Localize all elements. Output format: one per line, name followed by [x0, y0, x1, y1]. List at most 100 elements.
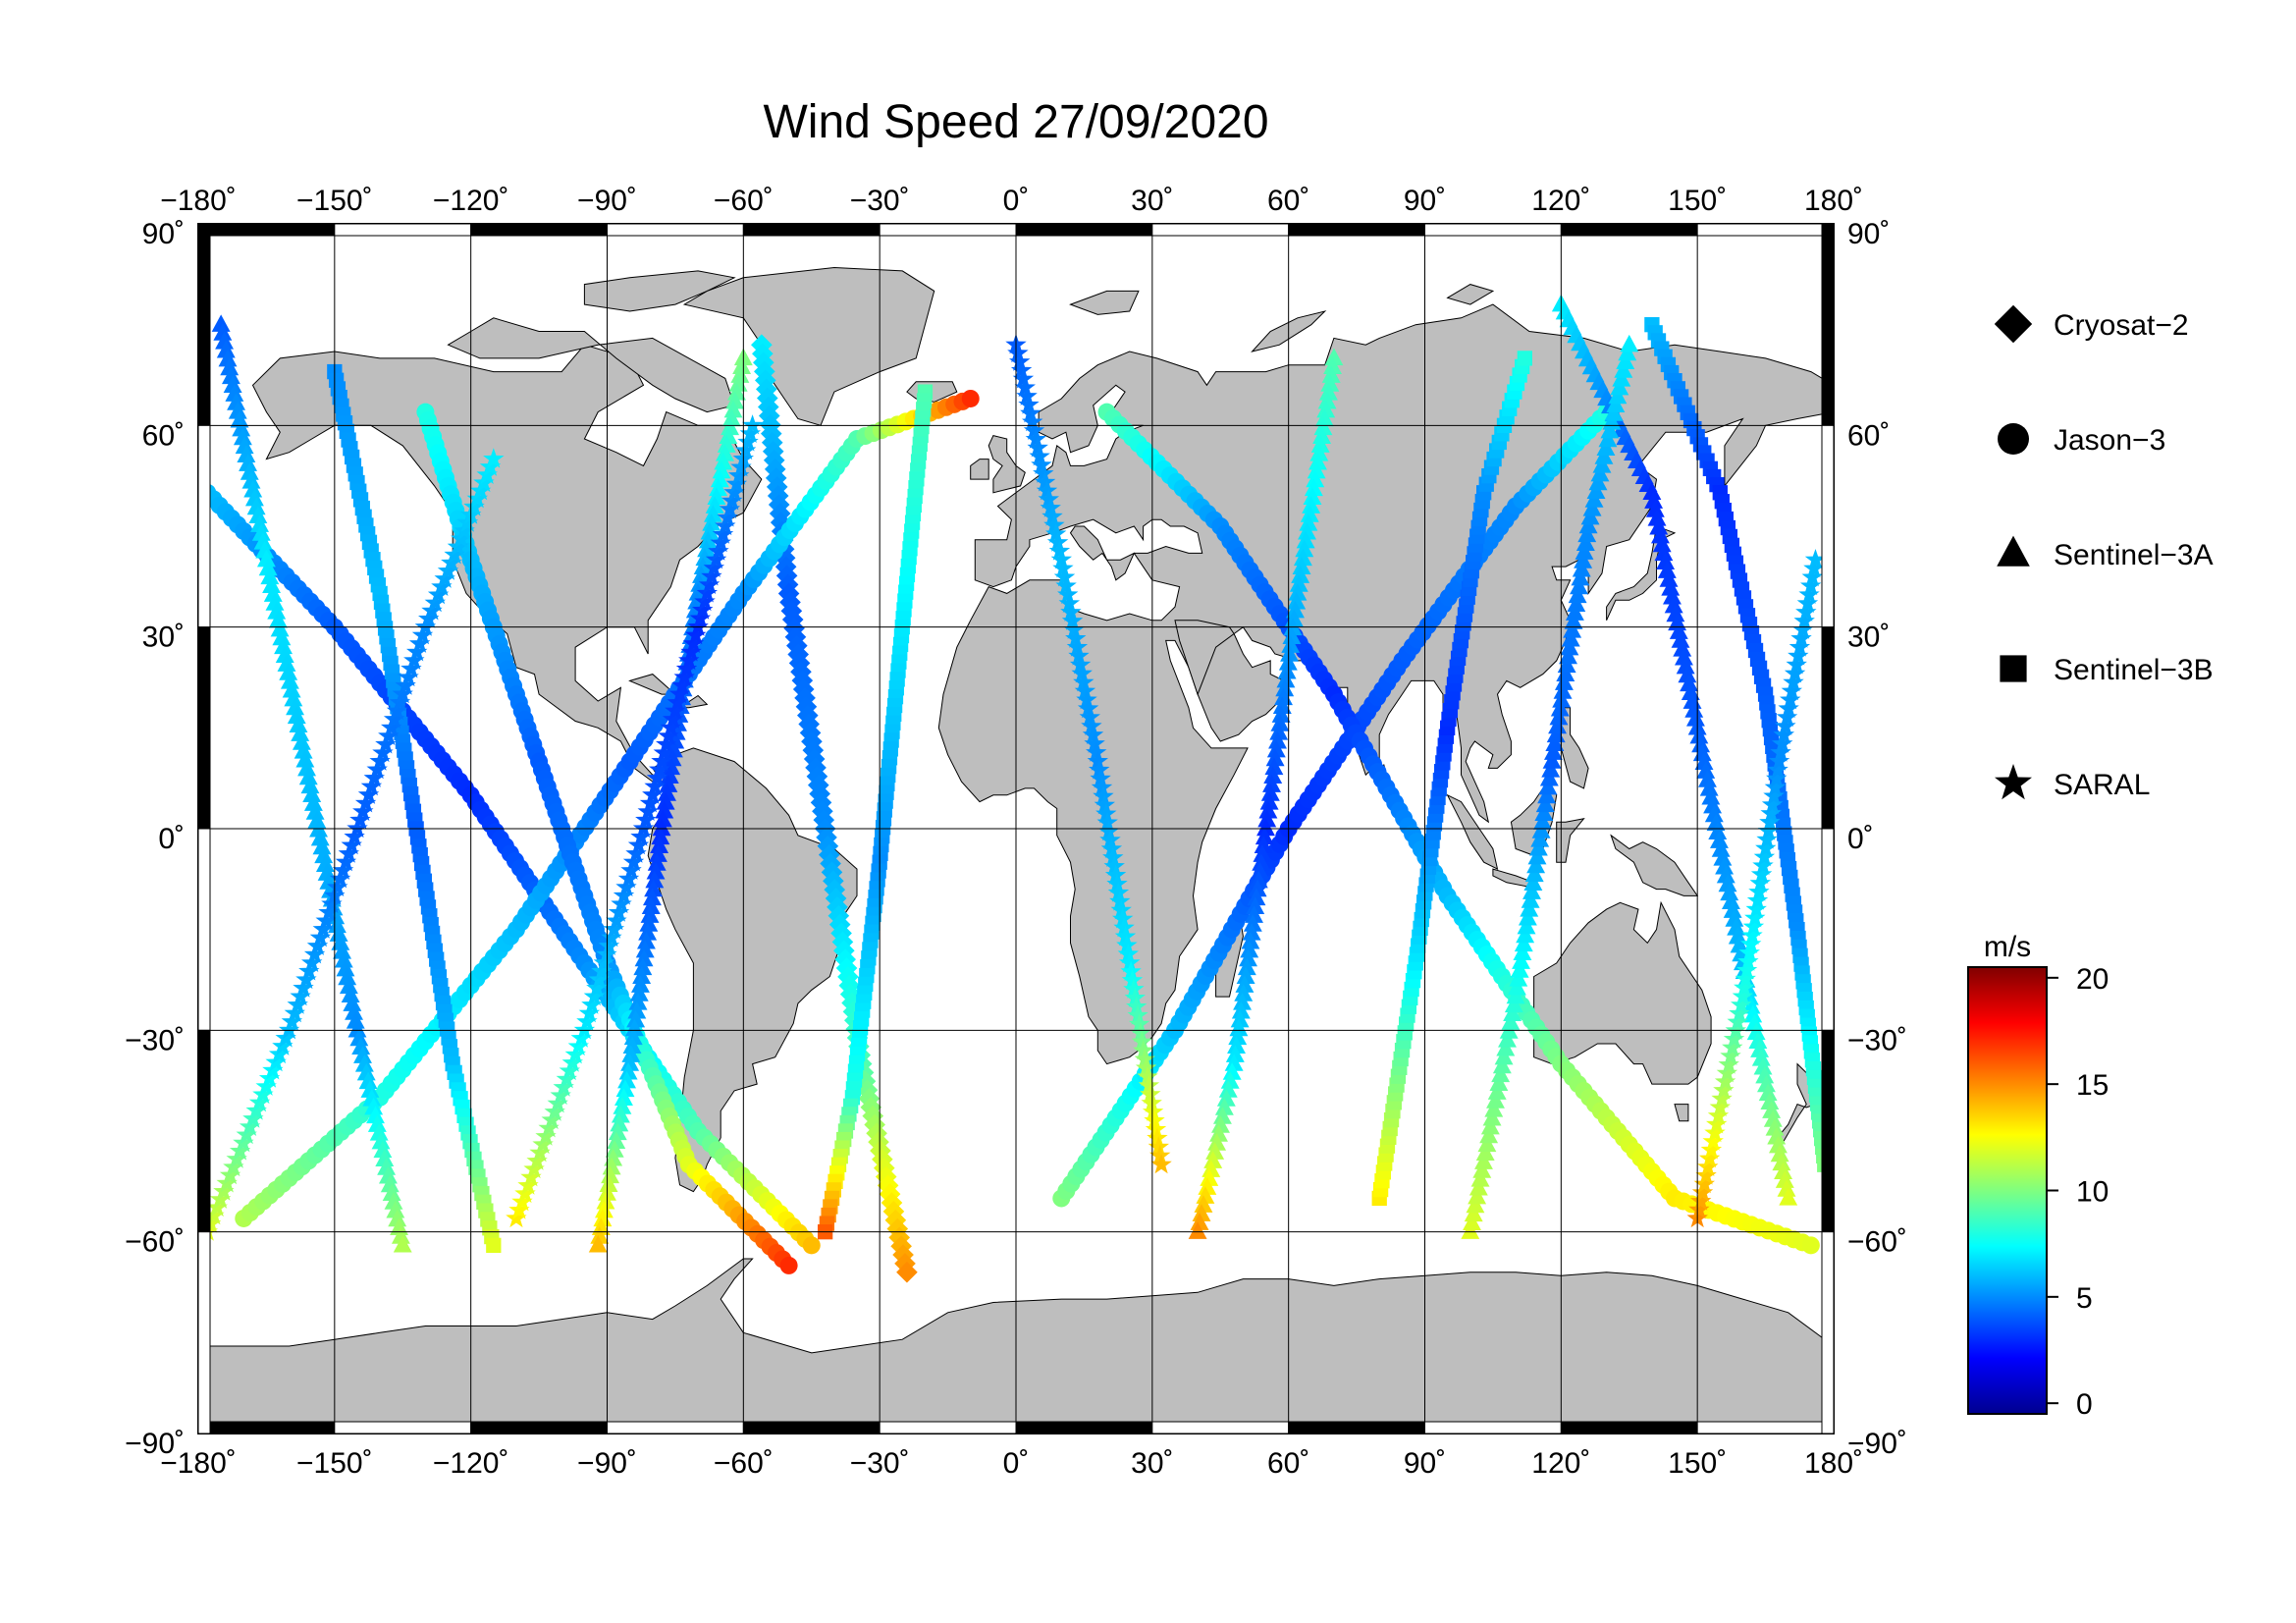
track-point: [1752, 854, 1774, 876]
lon-tick-label-bottom: 180˚: [1804, 1447, 1863, 1480]
track-point: [632, 817, 655, 839]
track-point: [1209, 1124, 1228, 1142]
colorbar-tick-label: 0: [2076, 1388, 2093, 1421]
track-point: [709, 478, 728, 497]
track-point: [227, 393, 246, 410]
track-point: [408, 632, 431, 653]
track-point: [1760, 802, 1782, 823]
frame-bar-left: [197, 828, 211, 1031]
track-point: [1254, 836, 1273, 853]
track-point: [1518, 907, 1537, 926]
track-point: [403, 649, 425, 670]
track-point: [223, 1156, 244, 1177]
track-point: [1474, 1152, 1493, 1169]
track-point: [383, 708, 405, 729]
track-point: [1706, 1113, 1728, 1134]
track-point: [1082, 724, 1104, 744]
track-point: [1304, 478, 1323, 497]
track-point: [610, 1113, 629, 1132]
track-point: [312, 918, 334, 939]
track-point: [1779, 1188, 1798, 1206]
lat-tick-label-right: 90˚: [1847, 218, 1890, 250]
track-point: [1489, 1073, 1509, 1092]
track-point: [1496, 1038, 1516, 1056]
track-point: [356, 1062, 376, 1081]
track-point: [658, 784, 676, 801]
track-point: [1533, 812, 1552, 830]
track-point: [1272, 696, 1292, 714]
track-point: [281, 1010, 303, 1031]
track-point: [523, 1158, 545, 1179]
track-point: [483, 448, 505, 468]
track-point: [1234, 984, 1254, 1001]
track-point: [1240, 940, 1259, 958]
track-point: [1735, 959, 1758, 980]
track-point: [1554, 673, 1574, 690]
track-point: [1778, 697, 1799, 719]
track-point: [1780, 688, 1801, 710]
track-point: [1656, 552, 1676, 569]
track-point: [1314, 408, 1334, 427]
track-point: [627, 834, 650, 855]
track-point: [725, 473, 748, 494]
track-point: [388, 1209, 407, 1227]
track-point: [1009, 351, 1031, 371]
track-point: [1775, 1170, 1794, 1188]
track-point: [737, 431, 759, 452]
track-point: [598, 935, 620, 955]
track-point: [284, 1002, 305, 1023]
track-point: [649, 758, 670, 780]
track-point: [1772, 732, 1793, 753]
frame-bar-bottom: [334, 1421, 472, 1434]
track-point: [1058, 592, 1080, 613]
track-point: [286, 697, 305, 716]
track-point: [1292, 557, 1311, 575]
track-point: [689, 607, 712, 628]
track-point: [1038, 488, 1059, 509]
track-point: [1484, 1100, 1504, 1117]
track-point: [1295, 539, 1314, 558]
track-point: [1074, 679, 1096, 701]
track-point: [1033, 462, 1054, 483]
track-point: [240, 462, 259, 480]
track-point: [1753, 845, 1776, 867]
track-point: [229, 1140, 251, 1161]
legend-label: SARAL: [2054, 769, 2150, 801]
track-point: [1236, 966, 1255, 985]
track-point: [1506, 986, 1525, 1004]
track-point: [1709, 831, 1729, 848]
track-point: [294, 741, 313, 759]
track-point: [734, 439, 757, 460]
track-point: [1753, 1057, 1773, 1075]
track-point: [704, 505, 722, 522]
track-point: [248, 1092, 271, 1112]
track-point: [544, 1101, 565, 1121]
track-point: [362, 1089, 382, 1107]
track-point: [1023, 419, 1045, 440]
track-point: [278, 1019, 300, 1040]
track-point: [1201, 1160, 1221, 1177]
track-point: [1584, 490, 1604, 508]
track-point: [698, 573, 721, 594]
track-point: [272, 627, 292, 646]
track-point: [244, 488, 264, 507]
track-point: [1761, 793, 1784, 814]
track-point: [1720, 883, 1739, 901]
track-point: [1528, 838, 1548, 856]
track-point: [265, 593, 285, 611]
track-point: [1676, 656, 1695, 675]
frame-bar-bottom: [742, 1421, 881, 1434]
track-point: [697, 539, 717, 558]
track-point: [1517, 351, 1532, 366]
track-point: [553, 1076, 574, 1097]
track-point: [1507, 977, 1526, 996]
track-point: [216, 340, 236, 358]
track-point: [1096, 811, 1118, 833]
track-point: [233, 1132, 254, 1153]
track-point: [567, 1035, 589, 1056]
track-point: [199, 1213, 222, 1233]
track-point: [529, 1142, 551, 1163]
track-point: [386, 1200, 405, 1218]
track-point: [719, 498, 741, 518]
track-point: [1099, 829, 1121, 849]
